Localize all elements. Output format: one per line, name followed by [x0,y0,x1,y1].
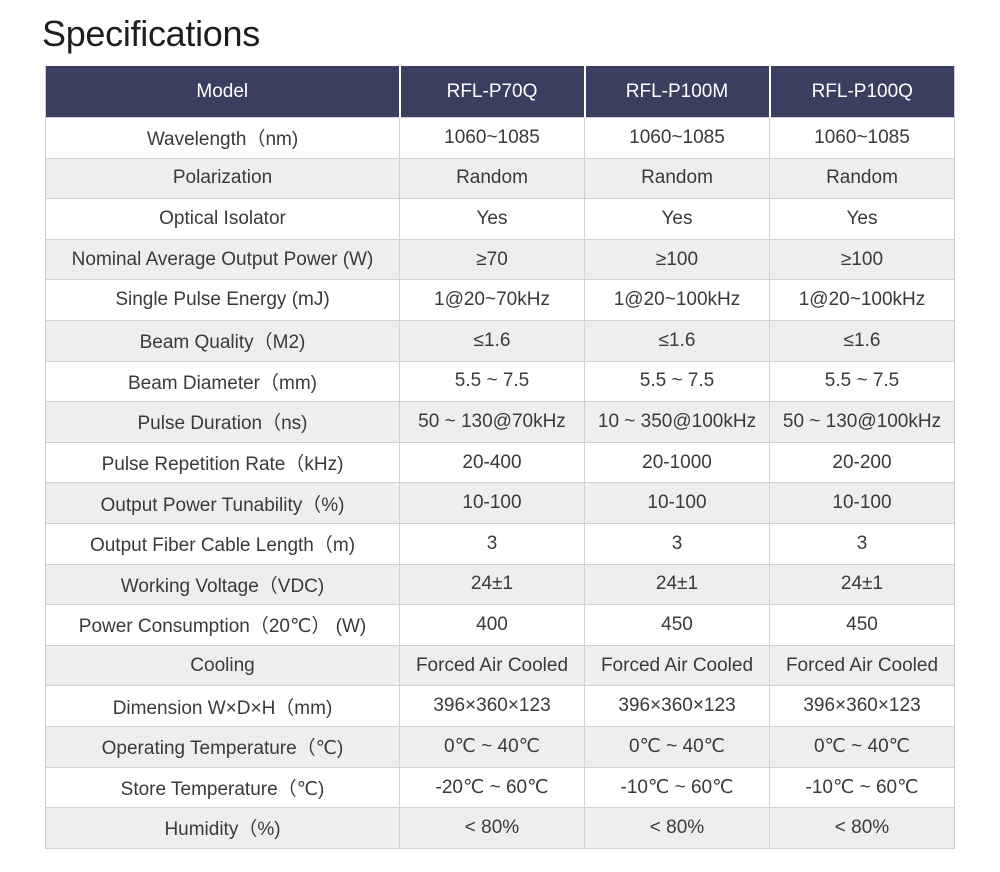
value-rfl-p100m: 3 [584,522,770,565]
value-rfl-p100m: 10 ~ 350@100kHz [584,401,770,443]
value-rfl-p70q: 50 ~ 130@70kHz [399,401,585,443]
table-row: Nominal Average Output Power (W) ≥70 ≥100 ≥… [45,238,955,281]
header-rfl-p100q: RFL-P100Q [768,66,955,118]
value-rfl-p70q: 5.5 ~ 7.5 [399,360,585,403]
value-rfl-p100m: 10-100 [584,482,770,524]
row-parameter: Cooling [45,644,400,687]
table-row: Beam Diameter（mm) 5.5 ~ 7.5 5.5 ~ 7.5 5.5 ~… [45,360,955,403]
header-rfl-p100m: RFL-P100M [583,66,770,118]
table-row: Store Temperature（℃) -20℃ ~ 60℃ -10℃ ~ 60℃… [45,766,955,809]
row-parameter: Nominal Average Output Power (W) [45,238,400,281]
value-rfl-p100m: 396×360×123 [584,685,770,727]
table-row: Cooling Forced Air Cooled Forced Air Coole… [45,644,955,687]
value-rfl-p100q: 450 [769,604,955,646]
value-rfl-p100m: 5.5 ~ 7.5 [584,360,770,403]
row-parameter: Working Voltage（VDC) [45,563,400,606]
value-rfl-p100m: ≤1.6 [584,319,770,362]
value-rfl-p100q: ≥100 [769,238,955,281]
row-parameter: Humidity（%) [45,807,400,849]
value-rfl-p70q: ≥70 [399,238,585,281]
row-parameter: Operating Temperature（℃) [45,725,400,768]
value-rfl-p70q: 1@20~70kHz [399,279,585,321]
row-parameter: Pulse Duration（ns) [45,401,400,443]
value-rfl-p100m: < 80% [584,807,770,849]
value-rfl-p100m: ≥100 [584,238,770,281]
table-row: Pulse Duration（ns) 50 ~ 130@70kHz 10 ~ 350… [45,401,955,443]
row-parameter: Power Consumption（20℃） (W) [45,604,400,646]
header-model: Model [45,66,400,118]
value-rfl-p100q: 10-100 [769,482,955,524]
row-parameter: Polarization [45,157,400,200]
value-rfl-p70q: < 80% [399,807,585,849]
value-rfl-p100q: 3 [769,522,955,565]
header-rfl-p70q: RFL-P70Q [398,66,585,118]
table-row: Power Consumption（20℃） (W) 400 450 450 [45,604,955,646]
table-row: Beam Quality（M2) ≤1.6 ≤1.6 ≤1.6 [45,319,955,362]
table-row: Optical Isolator Yes Yes Yes [45,198,955,240]
value-rfl-p70q: Random [399,157,585,200]
row-parameter: Wavelength（nm) [45,117,400,159]
table-row: Dimension W×D×H（mm) 396×360×123 396×360×12… [45,685,955,727]
table-row: Output Power Tunability（%) 10-100 10-100 10… [45,482,955,524]
value-rfl-p70q: 1060~1085 [399,117,585,159]
value-rfl-p70q: 0℃ ~ 40℃ [399,725,585,768]
row-parameter: Optical Isolator [45,198,400,240]
table-row: Wavelength（nm) 1060~1085 1060~1085 1060~108… [45,117,955,159]
value-rfl-p100q: Random [769,157,955,200]
value-rfl-p100q: Yes [769,198,955,240]
value-rfl-p100m: 0℃ ~ 40℃ [584,725,770,768]
row-parameter: Single Pulse Energy (mJ) [45,279,400,321]
value-rfl-p100m: 450 [584,604,770,646]
value-rfl-p100m: Yes [584,198,770,240]
value-rfl-p100q: 396×360×123 [769,685,955,727]
table-row: Pulse Repetition Rate（kHz) 20-400 20-1000 2… [45,441,955,484]
table-body: Wavelength（nm) 1060~1085 1060~1085 1060~108… [45,117,955,849]
table-row: Single Pulse Energy (mJ) 1@20~70kHz 1@20~1… [45,279,955,321]
value-rfl-p70q: ≤1.6 [399,319,585,362]
value-rfl-p100m: -10℃ ~ 60℃ [584,766,770,809]
value-rfl-p100q: 24±1 [769,563,955,606]
table-row: Working Voltage（VDC) 24±1 24±1 24±1 [45,563,955,606]
value-rfl-p70q: 10-100 [399,482,585,524]
value-rfl-p100q: Forced Air Cooled [769,644,955,687]
table-row: Polarization Random Random Random [45,157,955,200]
value-rfl-p100q: 1060~1085 [769,117,955,159]
value-rfl-p70q: Forced Air Cooled [399,644,585,687]
value-rfl-p70q: -20℃ ~ 60℃ [399,766,585,809]
value-rfl-p100q: < 80% [769,807,955,849]
value-rfl-p100q: 0℃ ~ 40℃ [769,725,955,768]
value-rfl-p100q: 5.5 ~ 7.5 [769,360,955,403]
row-parameter: Output Fiber Cable Length（m) [45,522,400,565]
value-rfl-p70q: 20-400 [399,441,585,484]
page-title: Specifications [42,13,260,54]
value-rfl-p70q: 24±1 [399,563,585,606]
value-rfl-p100q: 50 ~ 130@100kHz [769,401,955,443]
value-rfl-p100m: Random [584,157,770,200]
value-rfl-p70q: Yes [399,198,585,240]
value-rfl-p100m: 20-1000 [584,441,770,484]
value-rfl-p100q: -10℃ ~ 60℃ [769,766,955,809]
row-parameter: Store Temperature（℃) [45,766,400,809]
specifications-table: Model RFL-P70Q RFL-P100M RFL-P100Q Wavel… [45,66,955,849]
value-rfl-p100q: 20-200 [769,441,955,484]
table-row: Operating Temperature（℃) 0℃ ~ 40℃ 0℃ ~ 40℃… [45,725,955,768]
value-rfl-p100m: 24±1 [584,563,770,606]
row-parameter: Beam Diameter（mm) [45,360,400,403]
table-row: Output Fiber Cable Length（m) 3 3 3 [45,522,955,565]
row-parameter: Pulse Repetition Rate（kHz) [45,441,400,484]
value-rfl-p100m: Forced Air Cooled [584,644,770,687]
value-rfl-p70q: 396×360×123 [399,685,585,727]
table-header-row: Model RFL-P70Q RFL-P100M RFL-P100Q [45,66,955,118]
value-rfl-p100m: 1@20~100kHz [584,279,770,321]
row-parameter: Dimension W×D×H（mm) [45,685,400,727]
value-rfl-p70q: 3 [399,522,585,565]
value-rfl-p100q: ≤1.6 [769,319,955,362]
row-parameter: Beam Quality（M2) [45,319,400,362]
table-row: Humidity（%) < 80% < 80% < 80% [45,807,955,849]
value-rfl-p70q: 400 [399,604,585,646]
value-rfl-p100q: 1@20~100kHz [769,279,955,321]
value-rfl-p100m: 1060~1085 [584,117,770,159]
row-parameter: Output Power Tunability（%) [45,482,400,524]
